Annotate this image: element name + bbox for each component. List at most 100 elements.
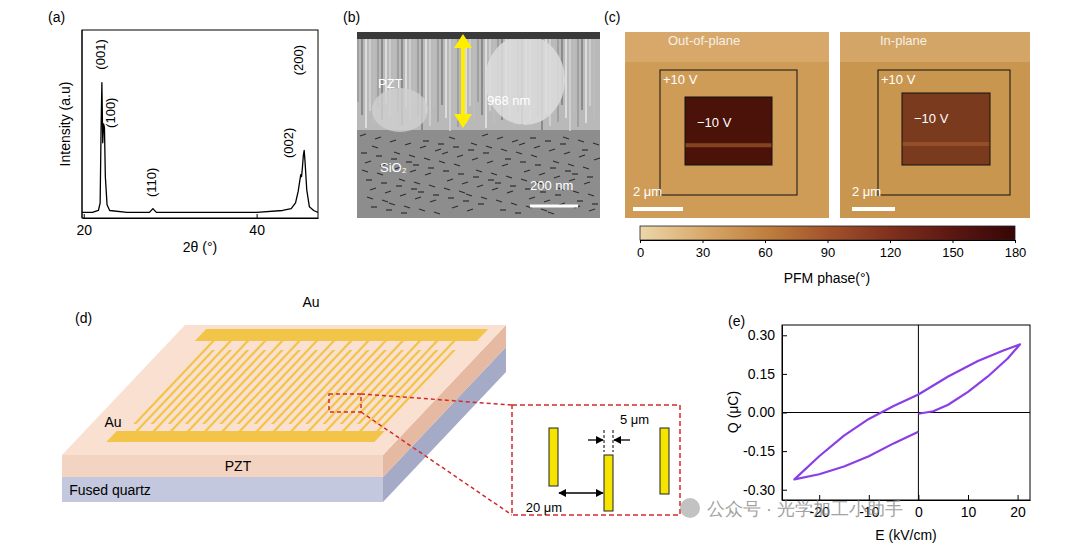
write-box — [902, 93, 990, 165]
sem-texture — [550, 167, 556, 168]
sem-texture — [439, 161, 445, 163]
sem-texture — [386, 209, 392, 210]
colorbar-tick-label: 90 — [821, 245, 835, 260]
sem-texture — [453, 146, 459, 147]
sem-texture — [459, 191, 465, 193]
sem-texture — [449, 32, 451, 131]
sem-texture — [462, 182, 468, 184]
sem-image — [357, 32, 600, 218]
sem-texture — [365, 32, 367, 128]
y-tick-label: -0.30 — [743, 482, 775, 498]
panel-label: (c) — [604, 9, 620, 25]
pfm-domain — [685, 97, 772, 165]
pfm-domain-stripe — [902, 142, 990, 146]
y-axis-title: Intensity (a.u) — [57, 82, 73, 167]
plot-area — [794, 344, 1020, 479]
sem-texture — [381, 182, 387, 183]
colorbar-tick-label: 30 — [696, 245, 710, 260]
thickness-arrow — [454, 114, 472, 128]
sem-texture — [410, 170, 416, 172]
y-tick-mark — [782, 490, 787, 491]
sem-texture — [441, 32, 443, 105]
pfm-shading — [840, 32, 1030, 62]
sem-texture — [400, 194, 406, 196]
sem-texture — [453, 32, 455, 114]
y-tick-mark — [782, 374, 787, 375]
sem-texture — [495, 182, 501, 183]
finger — [133, 340, 215, 424]
sem-texture — [589, 32, 591, 106]
sem-texture — [404, 206, 410, 208]
colorbar-tick: 60 — [758, 240, 772, 260]
inset-link — [361, 394, 512, 405]
sem-texture — [445, 32, 447, 118]
colorbar-tick: 150 — [942, 240, 964, 260]
sem-texture — [507, 191, 513, 193]
sem-texture — [565, 170, 571, 171]
watermark: 公众号 · 光学加工小助手 — [680, 498, 903, 519]
plot-area — [82, 83, 318, 213]
scale-bar-label: 2 μm — [633, 184, 662, 199]
sem-texture — [593, 143, 599, 145]
sem-texture — [430, 200, 436, 202]
sem-texture — [452, 206, 458, 208]
sem-texture — [472, 158, 478, 160]
sem-texture — [577, 200, 583, 201]
sem-texture — [429, 185, 435, 187]
sem-texture — [371, 206, 377, 207]
x-tick-label: 10 — [961, 504, 977, 520]
bias-label: +10 V — [881, 72, 916, 87]
y-tick-mark — [782, 451, 787, 452]
finger — [254, 340, 336, 424]
sem-texture — [529, 197, 535, 199]
write-box — [660, 70, 797, 195]
dimension-label: 5 μm — [620, 412, 649, 427]
sem-texture — [433, 32, 435, 109]
colorbar-tick-label: 120 — [880, 245, 902, 260]
y-tick: 0.00 — [748, 404, 787, 420]
panel-b: (b)PZT968 nmSiO₂200 nm — [343, 9, 600, 218]
sem-texture — [424, 158, 430, 160]
sem-texture — [369, 32, 371, 111]
bias-label: −10 V — [914, 111, 949, 126]
colorbar-tick-label: 150 — [942, 245, 964, 260]
data-line — [82, 83, 318, 213]
finger — [202, 340, 284, 424]
sem-texture — [594, 158, 600, 160]
sem-texture — [401, 212, 407, 213]
sem-texture — [389, 203, 395, 205]
colorbar — [640, 226, 1015, 240]
sem-texture — [541, 209, 547, 211]
colorbar-tick-mark — [703, 240, 704, 243]
sem-texture — [375, 137, 381, 139]
sem-texture — [409, 155, 415, 157]
finger — [305, 340, 387, 424]
sem-texture — [530, 137, 536, 138]
y-axis-line — [82, 30, 83, 218]
y-tick-label: -0.15 — [743, 443, 775, 459]
sem-texture — [568, 164, 574, 166]
sem-texture — [466, 194, 472, 196]
sem-texture — [444, 188, 450, 190]
inset-finger — [549, 428, 558, 486]
sem-texture — [491, 173, 497, 175]
electrodes — [99, 329, 488, 442]
colorbar-tick: 0 — [637, 240, 644, 260]
sem-texture — [438, 143, 444, 144]
y-tick-mark — [782, 413, 787, 414]
sem-texture — [539, 173, 545, 175]
x-tick-mark — [968, 495, 969, 500]
substrate-front — [62, 477, 383, 502]
sem-texture — [583, 167, 589, 169]
sem-texture — [485, 35, 565, 125]
sem-texture — [366, 179, 372, 180]
colorbar-tick-mark — [828, 240, 829, 243]
sem-texture — [587, 176, 593, 177]
panel-label: (e) — [728, 313, 745, 329]
x-tick-label: 40 — [249, 222, 265, 238]
sem-texture — [516, 152, 522, 154]
sem-texture — [545, 140, 551, 141]
sem-texture — [549, 149, 555, 151]
sem-texture — [511, 203, 517, 205]
x-axis: 2040 — [76, 214, 318, 238]
